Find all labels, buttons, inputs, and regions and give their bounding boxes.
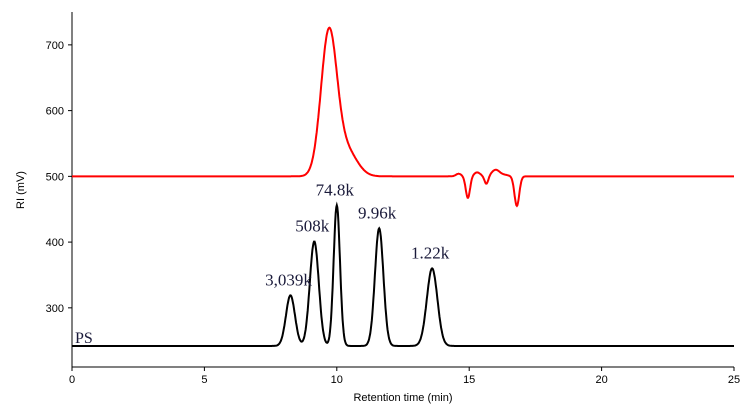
y-tick-label: 500	[46, 171, 64, 183]
series-lines	[72, 26, 734, 347]
x-tick-label: 5	[201, 374, 207, 386]
x-tick-label: 0	[69, 374, 75, 386]
y-tick-label: 400	[46, 237, 64, 249]
series-label-ps: PS	[75, 330, 93, 347]
series-line-ri	[72, 26, 734, 208]
y-tick-label: 600	[46, 106, 64, 118]
peak-label: 1.22k	[411, 243, 450, 262]
peak-label: 3,039k	[265, 270, 312, 289]
x-tick-label: 15	[463, 374, 475, 386]
peak-labels: 3,039k 508k 74.8k9.96k 1.22k	[265, 180, 450, 289]
x-tick-label: 20	[595, 374, 607, 386]
peak-label: 74.8k	[316, 180, 355, 199]
x-axis-label: Retention time (min)	[353, 392, 452, 404]
peak-label: 508k	[295, 216, 330, 235]
axes: 0 5 10 15 20 25 300 400 500 600 700	[46, 12, 740, 386]
series-line-ps	[72, 201, 734, 347]
x-tick-label: 10	[331, 374, 343, 386]
x-tick-label: 25	[728, 374, 740, 386]
y-tick-label: 300	[46, 303, 64, 315]
y-axis-label: RI (mV)	[15, 171, 27, 209]
y-tick-label: 700	[46, 40, 64, 52]
peak-label: 9.96k	[358, 203, 397, 222]
